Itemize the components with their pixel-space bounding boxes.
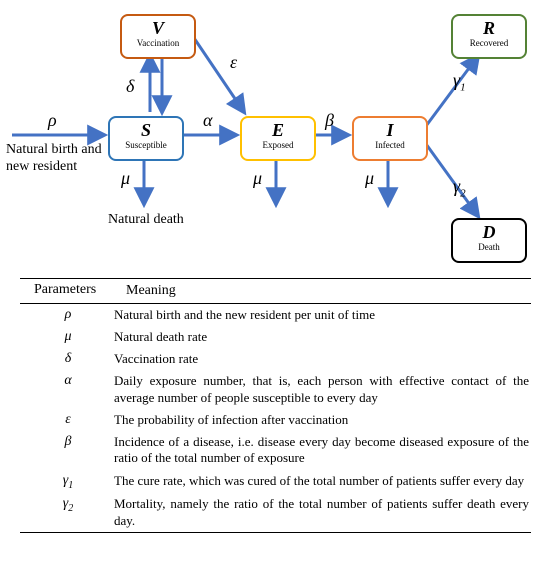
label-beta: β <box>325 110 334 131</box>
table-row: εThe probability of infection after vacc… <box>20 409 531 431</box>
node-label: Susceptible <box>110 141 182 150</box>
node-recovered: R Recovered <box>451 14 527 59</box>
label-delta: δ <box>126 76 134 97</box>
param-symbol: α <box>22 373 114 389</box>
node-symbol: I <box>354 121 426 139</box>
param-symbol: γ2 <box>22 496 114 514</box>
node-infected: I Infected <box>352 116 428 161</box>
param-meaning: Vaccination rate <box>114 351 531 367</box>
header-meaning: Meaning <box>126 282 531 300</box>
label-rho: ρ <box>48 110 57 131</box>
param-meaning: Incidence of a disease, i.e. disease eve… <box>114 434 531 467</box>
table-row: γ1The cure rate, which was cured of the … <box>20 470 531 494</box>
node-label: Vaccination <box>122 39 194 48</box>
node-symbol: V <box>122 19 194 37</box>
label-gamma2: γ2 <box>453 176 466 200</box>
label-natural-death: Natural death <box>108 212 184 228</box>
label-mu-i: μ <box>365 168 374 189</box>
node-label: Exposed <box>242 141 314 150</box>
param-meaning: Natural death rate <box>114 329 531 345</box>
table-row: γ2Mortality, namely the ratio of the tot… <box>20 493 531 532</box>
param-symbol: δ <box>22 351 114 367</box>
label-mu-s: μ <box>121 168 130 189</box>
param-symbol: γ1 <box>22 473 114 491</box>
table-row: δVaccination rate <box>20 348 531 370</box>
node-label: Death <box>453 243 525 252</box>
node-susceptible: S Susceptible <box>108 116 184 161</box>
header-parameters: Parameters <box>22 282 126 298</box>
table-body: ρNatural birth and the new resident per … <box>20 304 531 532</box>
parameter-table: Parameters Meaning ρNatural birth and th… <box>20 278 531 533</box>
table-row: μNatural death rate <box>20 326 531 348</box>
label-natural-birth: Natural birth and new resident <box>6 142 116 176</box>
node-label: Infected <box>354 141 426 150</box>
param-meaning: Daily exposure number, that is, each per… <box>114 373 531 406</box>
node-symbol: E <box>242 121 314 139</box>
node-exposed: E Exposed <box>240 116 316 161</box>
node-vaccination: V Vaccination <box>120 14 196 59</box>
table-rule-bottom <box>20 532 531 533</box>
node-symbol: D <box>453 223 525 241</box>
label-eps: ε <box>230 52 237 73</box>
param-symbol: ε <box>22 412 114 428</box>
label-mu-e: μ <box>253 168 262 189</box>
node-death: D Death <box>451 218 527 263</box>
node-symbol: R <box>453 19 525 37</box>
param-meaning: The probability of infection after vacci… <box>114 412 531 428</box>
label-alpha: α <box>203 110 212 131</box>
node-symbol: S <box>110 121 182 139</box>
label-gamma1: γ1 <box>453 70 466 94</box>
table-row: ρNatural birth and the new resident per … <box>20 304 531 326</box>
param-symbol: μ <box>22 329 114 345</box>
param-meaning: Natural birth and the new resident per u… <box>114 307 531 323</box>
param-symbol: β <box>22 434 114 450</box>
node-label: Recovered <box>453 39 525 48</box>
table-row: βIncidence of a disease, i.e. disease ev… <box>20 431 531 470</box>
table-row: αDaily exposure number, that is, each pe… <box>20 370 531 409</box>
param-meaning: Mortality, namely the ratio of the total… <box>114 496 531 529</box>
param-symbol: ρ <box>22 307 114 323</box>
param-meaning: The cure rate, which was cured of the to… <box>114 473 531 489</box>
table-header: Parameters Meaning <box>20 279 531 303</box>
compartment-diagram: V Vaccination R Recovered S Susceptible E Ex… <box>0 0 551 260</box>
